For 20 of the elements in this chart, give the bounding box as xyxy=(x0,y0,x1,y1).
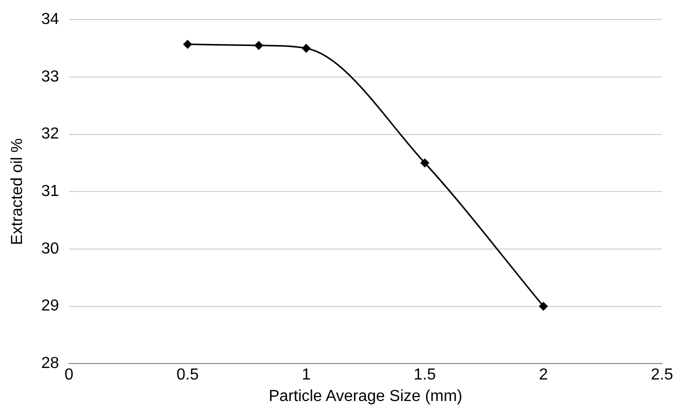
y-tick-label: 33 xyxy=(41,68,60,86)
x-tick-label: 1.5 xyxy=(414,366,436,384)
y-tick-label: 29 xyxy=(41,298,60,315)
x-tick-label: 0 xyxy=(64,366,74,384)
y-axis-title: Extracted oil % xyxy=(9,138,26,245)
y-tick-label: 28 xyxy=(41,355,60,372)
x-tick-label: 0.5 xyxy=(176,366,199,384)
x-tick-label: 2.5 xyxy=(650,366,674,384)
y-tick-label: 30 xyxy=(41,240,60,258)
x-tick-label: 2 xyxy=(538,366,548,384)
point xyxy=(302,44,310,53)
y-tick-label: 31 xyxy=(41,183,60,200)
x-axis-title: Particle Average Size (mm) xyxy=(268,388,462,405)
point xyxy=(183,40,192,49)
x-tick-label: 1 xyxy=(302,366,311,384)
y-tick-label: 34 xyxy=(41,11,60,28)
point xyxy=(539,302,548,311)
point xyxy=(254,41,264,50)
point xyxy=(420,158,430,168)
y-tick-label: 32 xyxy=(41,126,60,143)
